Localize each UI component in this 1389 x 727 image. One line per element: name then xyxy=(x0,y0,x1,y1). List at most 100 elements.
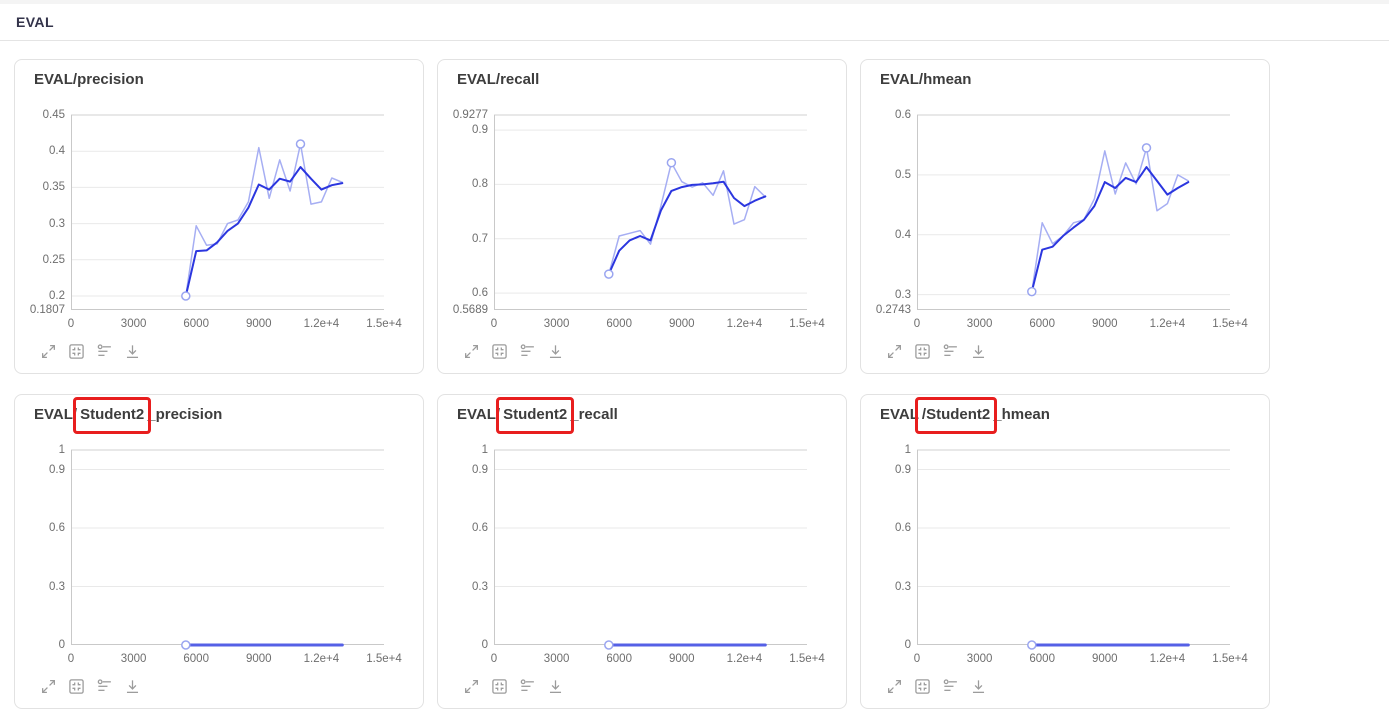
chart-title-pre: EVAL/ xyxy=(34,406,78,423)
x-tick-label: 0 xyxy=(67,318,75,330)
x-tick-label: 1.5e+4 xyxy=(366,318,402,330)
y-tick-label: 0.9 xyxy=(472,463,488,476)
maximize-icon[interactable] xyxy=(463,343,480,360)
x-tick-label: 1.5e+4 xyxy=(1212,318,1248,330)
maximize-icon[interactable] xyxy=(886,343,903,360)
x-tick-label: 3000 xyxy=(543,653,570,665)
x-tick-label: 0 xyxy=(490,653,498,665)
x-tick-label: 6000 xyxy=(606,318,632,330)
download-icon[interactable] xyxy=(547,343,564,360)
x-tick-label: 0 xyxy=(913,653,921,665)
restore-size-icon[interactable] xyxy=(68,343,85,360)
line-chart[interactable] xyxy=(917,449,1230,650)
x-tick-label: 1.5e+4 xyxy=(1212,653,1248,665)
chart-card: EVAL/precision 0.45 0.4 0.35 0.3 0.25 0.2 0.18… xyxy=(14,59,424,374)
line-chart[interactable] xyxy=(494,449,807,650)
y-tick-label: 0.5 xyxy=(895,168,911,181)
y-axis-labels: 0.6 0.5 0.4 0.3 0.2743 xyxy=(861,109,911,316)
line-chart[interactable] xyxy=(917,114,1230,310)
restore-size-icon[interactable] xyxy=(491,343,508,360)
chart-toolbar xyxy=(463,678,564,695)
axis-settings-icon[interactable] xyxy=(942,343,959,360)
plot-area[interactable] xyxy=(71,114,384,310)
y-tick-label: 1 xyxy=(58,444,65,456)
chart-toolbar xyxy=(886,678,987,695)
x-axis-labels: 0 3000 6000 9000 1.2e+4 1.5e+4 xyxy=(68,652,402,666)
chart-title: EVAL/hmean xyxy=(880,71,971,88)
download-icon[interactable] xyxy=(970,343,987,360)
download-icon[interactable] xyxy=(124,343,141,360)
y-tick-label: 0 xyxy=(58,639,65,651)
chart-title: EVAL/Student2 _hmean xyxy=(880,397,1050,434)
y-axis-labels: 0.9277 0.9 0.8 0.7 0.6 0.5689 xyxy=(438,109,488,316)
y-tick-label: 0.7 xyxy=(472,232,488,245)
chart-title-box: Student2 xyxy=(80,406,145,423)
x-tick-label: 0 xyxy=(67,653,75,665)
axis-settings-icon[interactable] xyxy=(519,343,536,360)
axis-settings-icon[interactable] xyxy=(96,678,113,695)
plot-area[interactable] xyxy=(494,114,807,310)
axis-settings-icon[interactable] xyxy=(942,678,959,695)
chart-title-box: Student2 xyxy=(503,406,568,423)
download-icon[interactable] xyxy=(124,678,141,695)
y-tick-label: 0.25 xyxy=(42,253,65,266)
red-annotation-box: Student2 xyxy=(73,397,152,434)
x-tick-label: 1.2e+4 xyxy=(303,653,340,665)
maximize-icon[interactable] xyxy=(886,678,903,695)
x-tick-label: 1.5e+4 xyxy=(366,653,402,665)
x-tick-label: 9000 xyxy=(1092,653,1118,665)
line-chart[interactable] xyxy=(494,114,807,310)
line-chart[interactable] xyxy=(71,449,384,650)
chart-title-pre: EVAL xyxy=(880,406,919,423)
y-tick-label: 0.9 xyxy=(895,463,911,476)
x-tick-label: 3000 xyxy=(120,318,147,330)
y-tick-label: 0.3 xyxy=(49,580,65,593)
y-tick-label: 0.6 xyxy=(49,522,65,534)
restore-size-icon[interactable] xyxy=(914,678,931,695)
chart-toolbar xyxy=(463,343,564,360)
x-tick-label: 6000 xyxy=(183,318,209,330)
x-tick-label: 6000 xyxy=(606,653,632,665)
chart-title: EVAL/precision xyxy=(34,71,144,88)
y-tick-label: 0.2743 xyxy=(875,304,911,316)
restore-size-icon[interactable] xyxy=(68,678,85,695)
chart-title-pre: EVAL/ xyxy=(880,71,924,88)
restore-size-icon[interactable] xyxy=(914,343,931,360)
plot-area[interactable] xyxy=(71,449,384,650)
red-annotation-box: Student2 xyxy=(496,397,575,434)
x-axis-labels: 0 3000 6000 9000 1.2e+4 1.5e+4 xyxy=(914,652,1248,666)
line-chart[interactable] xyxy=(71,114,384,310)
top-strip xyxy=(0,0,1389,4)
chart-title: EVAL/recall xyxy=(457,71,539,88)
x-tick-label: 3000 xyxy=(966,318,993,330)
maximize-icon[interactable] xyxy=(463,678,480,695)
x-axis-labels: 0 3000 6000 9000 1.2e+4 1.5e+4 xyxy=(491,317,825,331)
chart-title-post: _hmean xyxy=(993,406,1050,423)
restore-size-icon[interactable] xyxy=(491,678,508,695)
x-tick-label: 6000 xyxy=(183,653,209,665)
y-tick-label: 0.9 xyxy=(472,124,488,137)
axis-settings-icon[interactable] xyxy=(519,678,536,695)
x-tick-label: 6000 xyxy=(1029,318,1055,330)
axis-settings-icon[interactable] xyxy=(96,343,113,360)
x-tick-label: 1.5e+4 xyxy=(789,318,825,330)
plot-area[interactable] xyxy=(494,449,807,650)
x-tick-label: 9000 xyxy=(246,653,272,665)
chart-card: EVAL/Student2 _recall 1 0.9 0.6 0.3 0 0 3000 60… xyxy=(437,394,847,709)
y-tick-label: 1 xyxy=(904,444,911,456)
maximize-icon[interactable] xyxy=(40,343,57,360)
y-axis-labels: 1 0.9 0.6 0.3 0 xyxy=(861,444,911,651)
maximize-icon[interactable] xyxy=(40,678,57,695)
x-tick-label: 3000 xyxy=(120,653,147,665)
download-icon[interactable] xyxy=(970,678,987,695)
plot-area[interactable] xyxy=(917,449,1230,650)
plot-area[interactable] xyxy=(917,114,1230,310)
chart-card: EVAL/Student2 _precision 1 0.9 0.6 0.3 0 0 300… xyxy=(14,394,424,709)
chart-title: EVAL/Student2 _precision xyxy=(34,397,222,434)
chart-card: EVAL/recall 0.9277 0.9 0.8 0.7 0.6 0.5689 0 30… xyxy=(437,59,847,374)
chart-card: EVAL/hmean 0.6 0.5 0.4 0.3 0.2743 0 3000 6000 9… xyxy=(860,59,1270,374)
y-tick-label: 0.3 xyxy=(472,580,488,593)
y-tick-label: 0.6 xyxy=(472,522,488,534)
download-icon[interactable] xyxy=(547,678,564,695)
chart-title-pre: EVAL/ xyxy=(34,71,78,88)
